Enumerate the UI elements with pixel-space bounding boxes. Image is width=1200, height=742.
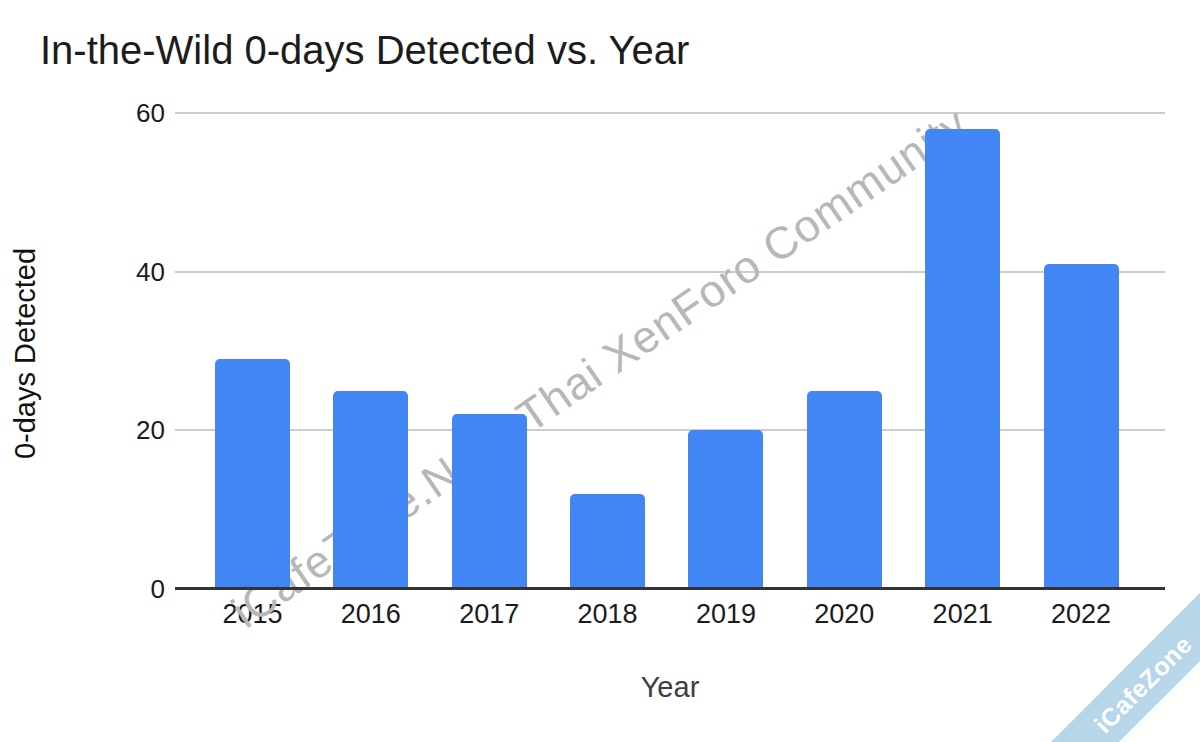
gridline-y-20	[175, 429, 1165, 431]
x-tick-label-2017: 2017	[429, 599, 549, 630]
bar-2015	[215, 359, 290, 589]
x-axis-line	[175, 587, 1165, 590]
x-tick-label-2022: 2022	[1021, 599, 1141, 630]
y-tick-label-0: 0	[95, 574, 165, 605]
y-tick-label-60: 60	[95, 98, 165, 129]
x-tick-label-2021: 2021	[903, 599, 1023, 630]
bar-2017	[452, 414, 527, 589]
bar-2016	[333, 391, 408, 589]
bar-2018	[570, 494, 645, 589]
y-tick-label-40: 40	[95, 257, 165, 288]
bar-2022	[1044, 264, 1119, 589]
x-tick-label-2019: 2019	[666, 599, 786, 630]
bar-2020	[807, 391, 882, 589]
x-tick-label-2016: 2016	[311, 599, 431, 630]
bar-2019	[688, 430, 763, 589]
x-tick-label-2020: 2020	[784, 599, 904, 630]
gridline-y-60	[175, 112, 1165, 114]
y-axis-label: 0-days Detected	[9, 204, 42, 504]
bar-2021	[925, 129, 1000, 589]
x-axis-label: Year	[175, 671, 1165, 704]
x-tick-label-2018: 2018	[548, 599, 668, 630]
bar-chart: In-the-Wild 0-days Detected vs. Year 0-d…	[0, 0, 1200, 742]
chart-title: In-the-Wild 0-days Detected vs. Year	[40, 28, 689, 73]
y-tick-label-20: 20	[95, 415, 165, 446]
gridline-y-40	[175, 271, 1165, 273]
